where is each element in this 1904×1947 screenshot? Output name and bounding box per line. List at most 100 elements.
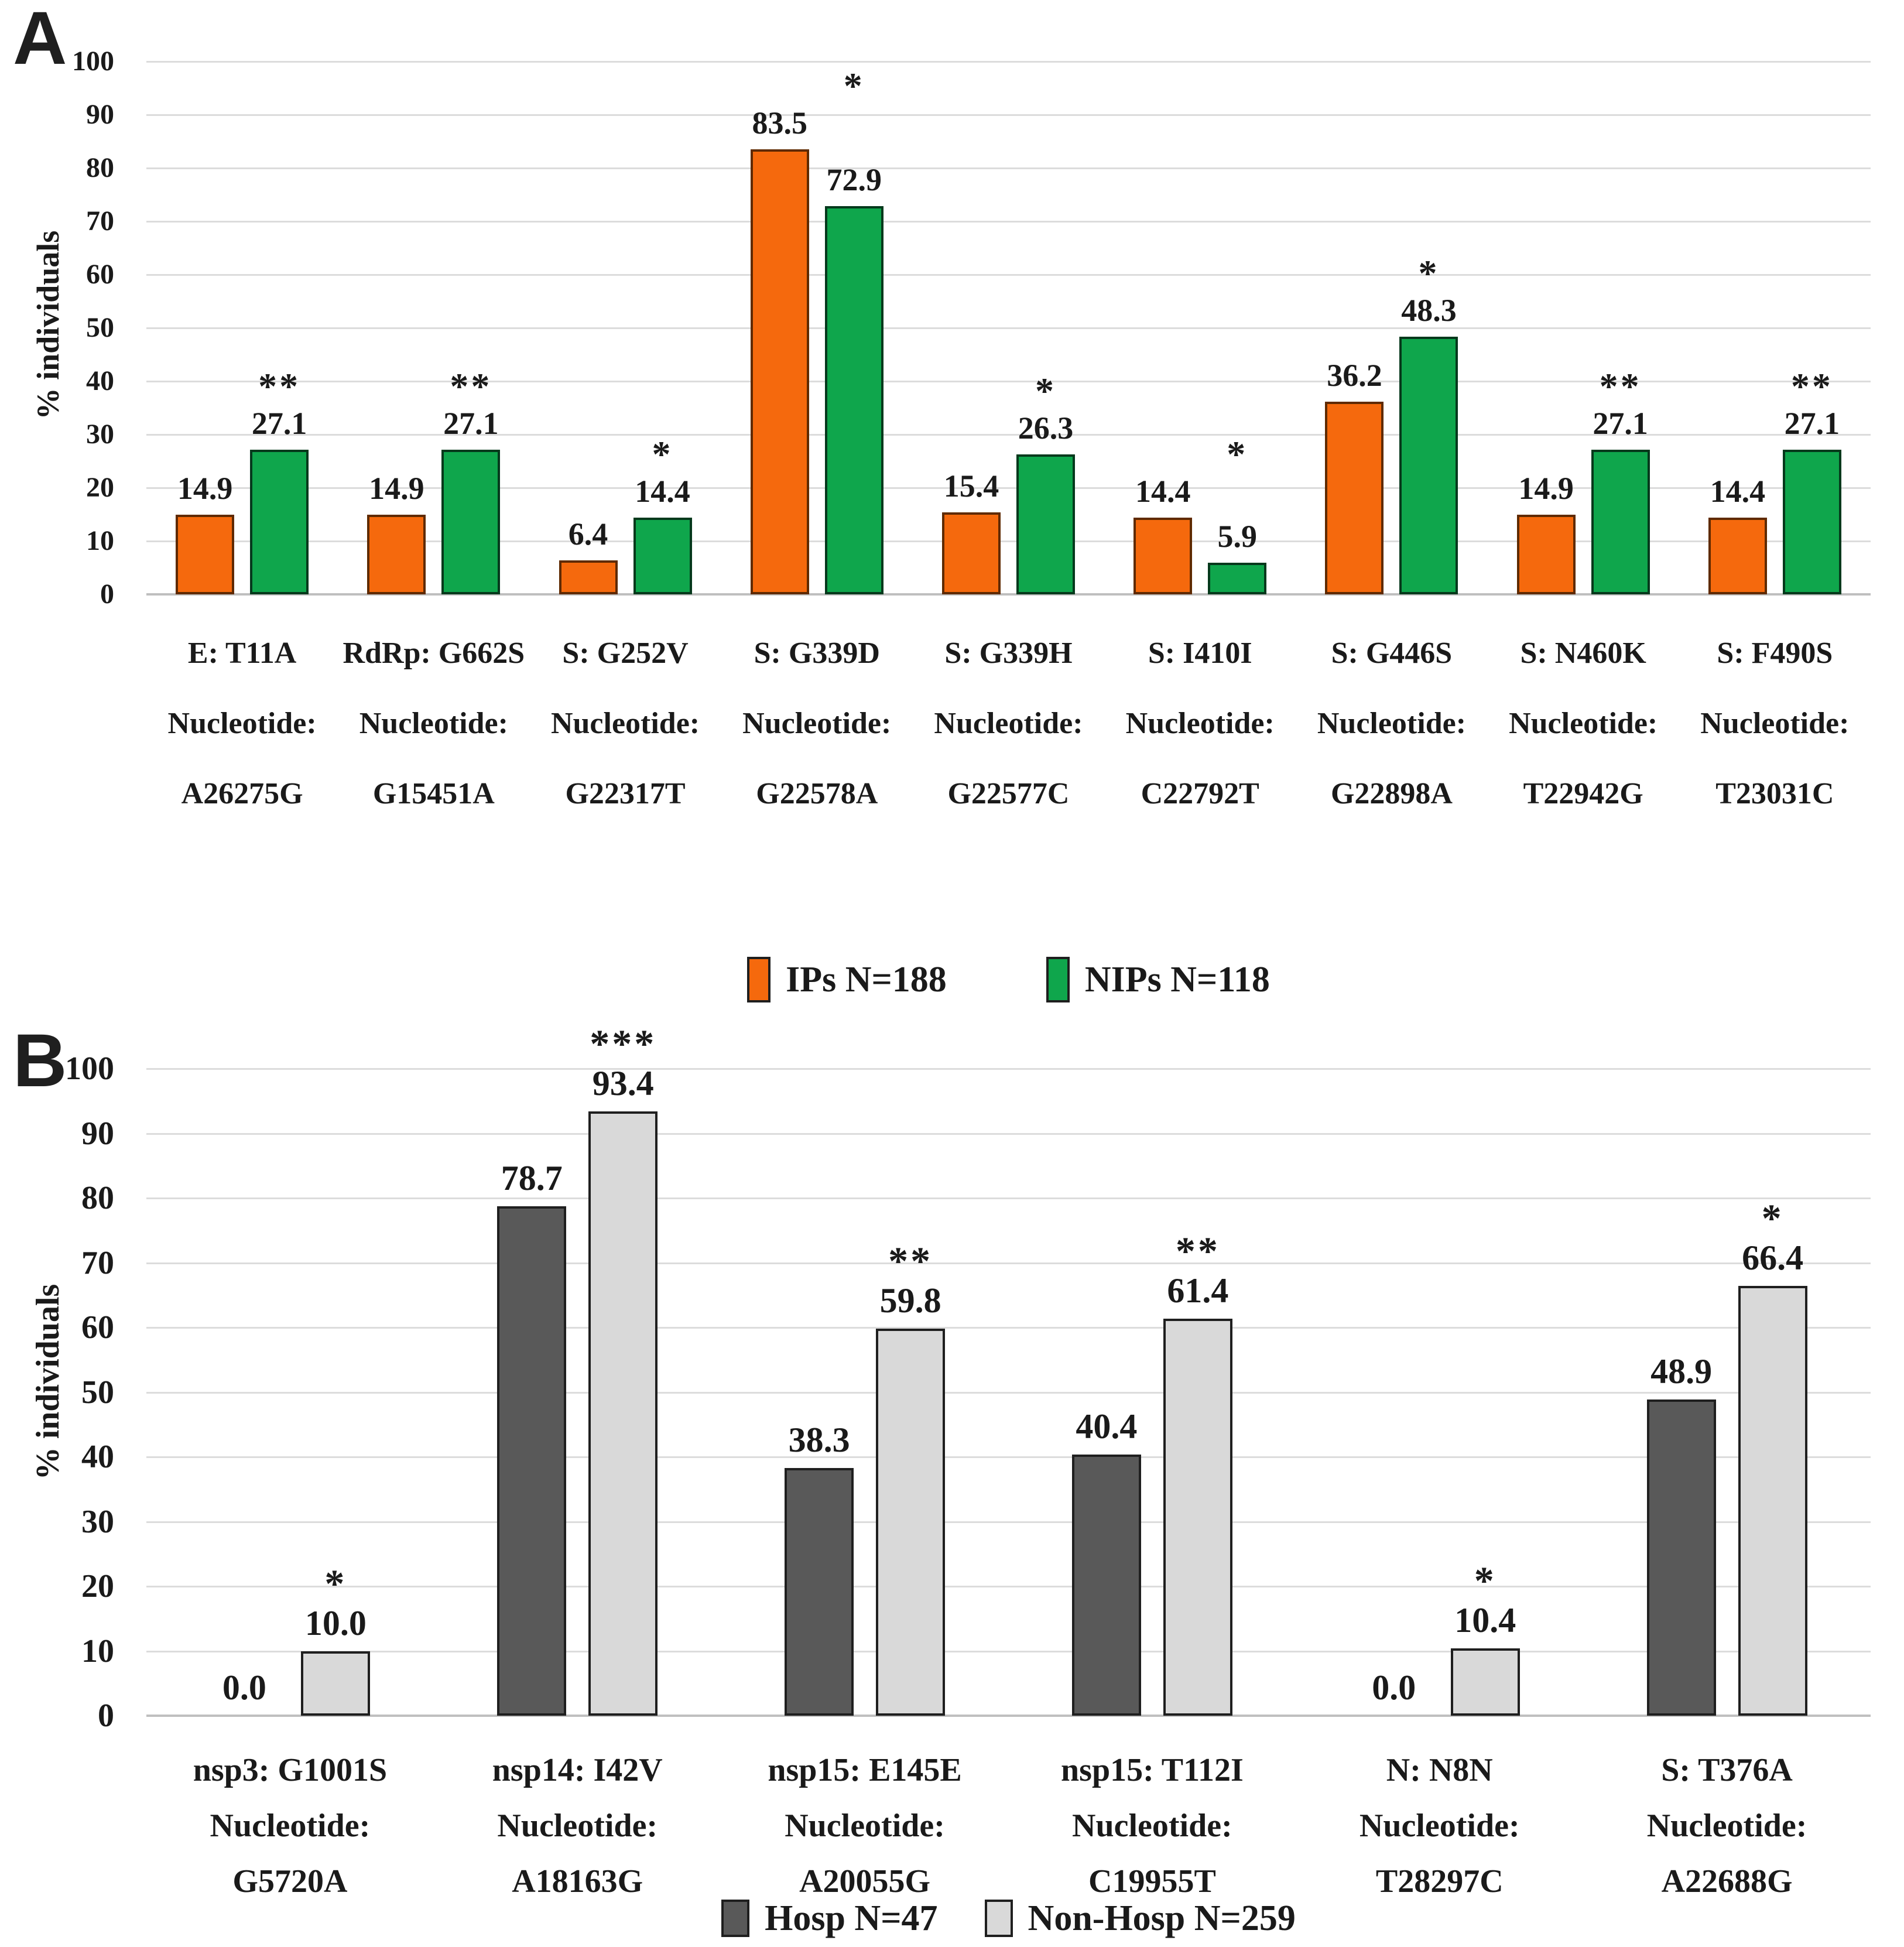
significance-marker: * bbox=[1474, 1558, 1497, 1603]
legend-item: IPs N=188 bbox=[747, 957, 947, 1002]
category-label-line: Nucleotide: bbox=[934, 707, 1083, 740]
category-label-line: G22577C bbox=[947, 777, 1070, 810]
gridline-60 bbox=[146, 274, 1871, 276]
category-label-line: nsp3: G1001S bbox=[193, 1752, 388, 1788]
value-label: 14.4 bbox=[1135, 473, 1191, 509]
value-label: 48.9 bbox=[1650, 1351, 1713, 1391]
gridline-10 bbox=[146, 1650, 1871, 1652]
bar-non-hosp-1 bbox=[588, 1111, 658, 1716]
category-label-line: S: F490S bbox=[1717, 637, 1833, 670]
panel-a-letter: A bbox=[13, 0, 67, 80]
category-label-line: G15451A bbox=[372, 777, 495, 810]
panel-b-legend: Hosp N=47 Non-Hosp N=259 bbox=[146, 1895, 1871, 1942]
gridline-80 bbox=[146, 167, 1871, 169]
y-tick-label-20: 20 bbox=[81, 1568, 114, 1604]
category-label-line: G22317T bbox=[565, 777, 686, 810]
value-label: 66.4 bbox=[1742, 1238, 1804, 1278]
bar-ips-4 bbox=[942, 512, 1001, 594]
category-label-line: Nucleotide: bbox=[550, 707, 700, 740]
panel-b-y-axis-title: % individuals bbox=[30, 1284, 66, 1480]
y-tick-label-50: 50 bbox=[81, 1374, 114, 1411]
bar-nips-0 bbox=[250, 450, 309, 594]
value-label: 93.4 bbox=[592, 1063, 654, 1103]
gridline-90 bbox=[146, 1132, 1871, 1135]
significance-marker: * bbox=[1418, 252, 1440, 295]
value-label: 72.9 bbox=[826, 162, 882, 197]
category-label-line: Nucleotide: bbox=[1359, 1808, 1520, 1844]
legend-item: Non-Hosp N=259 bbox=[984, 1898, 1296, 1939]
value-label: 0.0 bbox=[1372, 1668, 1416, 1707]
y-tick-label-50: 50 bbox=[86, 312, 114, 343]
bar-nips-5 bbox=[1208, 563, 1267, 594]
y-tick-label-60: 60 bbox=[86, 259, 114, 290]
bar-nips-6 bbox=[1399, 337, 1458, 594]
category-label-line: C19955T bbox=[1088, 1863, 1216, 1900]
gridline-20 bbox=[146, 1586, 1871, 1587]
gridline-10 bbox=[146, 540, 1871, 542]
significance-marker: * bbox=[1035, 369, 1056, 412]
legend-swatch bbox=[747, 957, 771, 1002]
category-label-line: T28297C bbox=[1375, 1863, 1504, 1900]
category-label-line: Nucleotide: bbox=[359, 707, 508, 740]
value-label: 15.4 bbox=[943, 468, 999, 504]
value-label: 27.1 bbox=[251, 406, 307, 442]
value-label: 14.9 bbox=[177, 471, 233, 507]
gridline-50 bbox=[146, 1391, 1871, 1394]
category-label-line: T22942G bbox=[1523, 777, 1643, 810]
y-tick-label-40: 40 bbox=[81, 1439, 114, 1475]
significance-marker: ** bbox=[450, 365, 492, 408]
significance-marker: ** bbox=[1599, 365, 1642, 408]
category-label-line: S: G252V bbox=[562, 637, 689, 670]
bar-nips-8 bbox=[1782, 450, 1841, 594]
legend-item: Hosp N=47 bbox=[721, 1898, 938, 1939]
category-label-line: G5720A bbox=[232, 1863, 348, 1900]
y-tick-label-40: 40 bbox=[86, 365, 114, 396]
bar-hosp-3 bbox=[1071, 1454, 1141, 1716]
category-label-line: Nucleotide: bbox=[742, 707, 892, 740]
legend-label: Hosp N=47 bbox=[765, 1898, 938, 1938]
y-tick-label-60: 60 bbox=[81, 1309, 114, 1346]
gridline-40 bbox=[146, 381, 1871, 382]
category-label-line: nsp15: E145E bbox=[768, 1752, 962, 1788]
bar-hosp-5 bbox=[1646, 1399, 1716, 1716]
gridline-100 bbox=[146, 61, 1871, 63]
significance-marker: ** bbox=[258, 365, 301, 408]
bar-non-hosp-4 bbox=[1450, 1648, 1520, 1716]
value-label: 6.4 bbox=[568, 516, 608, 552]
value-label: 78.7 bbox=[501, 1159, 563, 1198]
bar-ips-8 bbox=[1708, 517, 1767, 594]
value-label: 48.3 bbox=[1401, 293, 1457, 329]
legend-label: Non-Hosp N=259 bbox=[1028, 1898, 1296, 1938]
category-label-line: Nucleotide: bbox=[167, 707, 317, 740]
bar-ips-5 bbox=[1134, 517, 1193, 594]
value-label: 5.9 bbox=[1217, 519, 1257, 555]
significance-marker: * bbox=[652, 433, 673, 475]
category-label-line: RdRp: G662S bbox=[343, 637, 525, 670]
value-label: 14.9 bbox=[369, 471, 424, 507]
value-label: 59.8 bbox=[879, 1281, 941, 1320]
y-tick-label-10: 10 bbox=[86, 525, 114, 556]
panel-b-letter: B bbox=[13, 1019, 67, 1103]
bar-hosp-2 bbox=[785, 1467, 854, 1716]
significance-marker: *** bbox=[590, 1021, 657, 1066]
gridline-30 bbox=[146, 434, 1871, 436]
value-label: 14.9 bbox=[1518, 471, 1574, 507]
bar-nips-1 bbox=[441, 450, 501, 594]
category-label-line: S: T376A bbox=[1661, 1752, 1793, 1788]
category-label-line: Nucleotide: bbox=[785, 1808, 945, 1844]
legend-swatch bbox=[984, 1900, 1013, 1937]
category-label-line: A22688G bbox=[1661, 1863, 1793, 1900]
category-label-line: A18163G bbox=[512, 1863, 643, 1900]
y-tick-label-80: 80 bbox=[81, 1180, 114, 1216]
category-label-line: Nucleotide: bbox=[1700, 707, 1850, 740]
y-tick-label-100: 100 bbox=[65, 1051, 114, 1087]
gridline-20 bbox=[146, 487, 1871, 489]
value-label: 14.4 bbox=[635, 473, 690, 509]
category-label-line: A26275G bbox=[181, 777, 303, 810]
value-label: 27.1 bbox=[1593, 406, 1648, 442]
value-label: 83.5 bbox=[752, 105, 808, 141]
gridline-70 bbox=[146, 1262, 1871, 1264]
